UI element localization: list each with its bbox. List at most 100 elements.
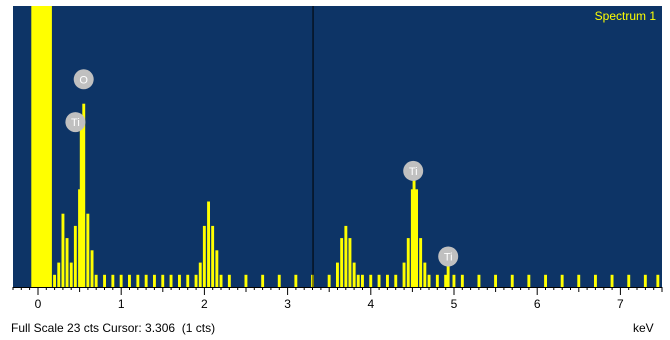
spectrum-bar xyxy=(244,274,248,287)
spectrum-bar xyxy=(394,274,398,287)
peak-label-text: Ti xyxy=(409,166,418,178)
peak-label: O xyxy=(73,69,94,90)
spectrum-bar xyxy=(410,189,414,287)
peak-label-text: Ti xyxy=(71,117,80,129)
spectrum-bar xyxy=(211,225,215,287)
spectrum-bar xyxy=(194,274,198,287)
peak-labels-group: O Ti Ti Ti xyxy=(65,69,459,267)
spectrum-bar xyxy=(656,274,660,287)
spectrum-bar xyxy=(57,262,61,287)
peak-label-badge xyxy=(65,112,86,133)
spectrum-bar xyxy=(207,201,210,287)
spectrum-bar xyxy=(202,225,206,287)
spectrum-bar xyxy=(412,164,416,287)
peak-label: Ti xyxy=(403,160,424,181)
spectrum-bar xyxy=(377,274,381,287)
spectrum-bar xyxy=(340,238,344,287)
spectrum-bar xyxy=(94,274,98,287)
spectrum-bar xyxy=(594,274,597,287)
spectrum-bar xyxy=(344,225,348,287)
spectrum-bar xyxy=(31,6,52,287)
spectrum-bar xyxy=(178,274,181,287)
spectrum-bar xyxy=(103,274,106,287)
spectrum-bar xyxy=(78,189,81,287)
spectrum-bar xyxy=(446,262,450,287)
peak-label-text: O xyxy=(79,74,88,86)
spectrum-bar xyxy=(643,274,647,287)
spectrum-bar xyxy=(73,225,77,287)
spectrum-bar xyxy=(435,274,439,287)
peak-label-text: Ti xyxy=(444,252,453,264)
spectrum-bar xyxy=(169,274,173,287)
spectrum-bar xyxy=(423,262,427,287)
spectrum-bar xyxy=(356,274,360,287)
peak-label-badge xyxy=(438,246,459,267)
x-tick-label: 7 xyxy=(617,297,624,311)
spectrum-bar xyxy=(369,274,373,287)
spectrum-bar xyxy=(79,128,83,287)
x-tick-label: 0 xyxy=(35,297,42,311)
spectrum-bar xyxy=(82,103,86,287)
series-name-label: Spectrum 1 xyxy=(595,9,657,23)
spectrum-bar xyxy=(65,238,69,287)
spectrum-bar xyxy=(452,274,456,287)
unit-label: keV xyxy=(633,321,654,335)
spectrum-bar xyxy=(261,274,265,287)
spectrum-bar xyxy=(227,274,231,287)
peak-label: Ti xyxy=(65,112,86,133)
x-tick-label: 5 xyxy=(451,297,458,311)
spectrum-bar xyxy=(361,274,364,287)
spectrum-bar xyxy=(610,274,614,287)
spectrum-bar xyxy=(419,238,423,287)
spectrum-bar xyxy=(560,274,564,287)
spectrum-bar xyxy=(477,274,481,287)
spectrum-bar xyxy=(494,274,497,287)
spectrum-bar xyxy=(61,213,65,287)
spectrum-bar xyxy=(198,262,202,287)
spectrum-bar xyxy=(460,274,464,287)
spectrum-bar xyxy=(86,213,90,287)
spectrum-bar xyxy=(327,274,331,287)
spectrum-bar xyxy=(119,274,123,287)
spectrum-bar xyxy=(510,274,514,287)
spectrum-bar xyxy=(352,262,356,287)
peak-label: Ti xyxy=(438,246,459,267)
spectrum-bar xyxy=(544,274,547,287)
spectrum-bar xyxy=(415,189,418,287)
x-tick-label: 3 xyxy=(284,297,291,311)
spectrum-bar xyxy=(277,274,281,287)
spectrum-bar xyxy=(128,274,131,287)
spectrum-bar xyxy=(406,238,410,287)
spectrum-bar xyxy=(577,274,581,287)
peak-label-badge xyxy=(403,160,424,181)
x-tick-label: 4 xyxy=(367,297,374,311)
x-tick-label: 2 xyxy=(201,297,208,311)
spectrum-bar xyxy=(90,250,94,287)
spectrum-bar xyxy=(386,274,389,287)
spectrum-bar xyxy=(53,274,56,287)
spectrum-bar xyxy=(294,274,298,287)
peak-label-badge xyxy=(73,69,94,90)
spectrum-bar xyxy=(136,274,140,287)
spectrum-bar xyxy=(627,274,631,287)
spectrum-bar xyxy=(219,274,223,287)
spectrum-bar xyxy=(161,274,165,287)
plot-background xyxy=(13,6,662,287)
x-tick-label: 6 xyxy=(534,297,541,311)
spectrum-bar xyxy=(427,274,431,287)
spectrum-bar xyxy=(336,262,339,287)
status-text: Full Scale 23 cts Cursor: 3.306 (1 cts) xyxy=(11,321,216,335)
x-tick-label: 1 xyxy=(118,297,125,311)
spectrum-bar xyxy=(144,274,148,287)
spectrum-bar xyxy=(527,274,531,287)
spectrum-bar xyxy=(153,274,156,287)
spectrum-bar xyxy=(444,274,448,287)
spectrum-bar xyxy=(402,262,406,287)
spectrum-bar xyxy=(186,274,190,287)
x-ticks-group: 0 1 2 3 4 5 6 7 xyxy=(12,287,663,311)
bars-group xyxy=(31,6,660,287)
spectrum-bar xyxy=(69,262,73,287)
spectrum-bar xyxy=(111,274,115,287)
spectrum-bar xyxy=(215,250,219,287)
